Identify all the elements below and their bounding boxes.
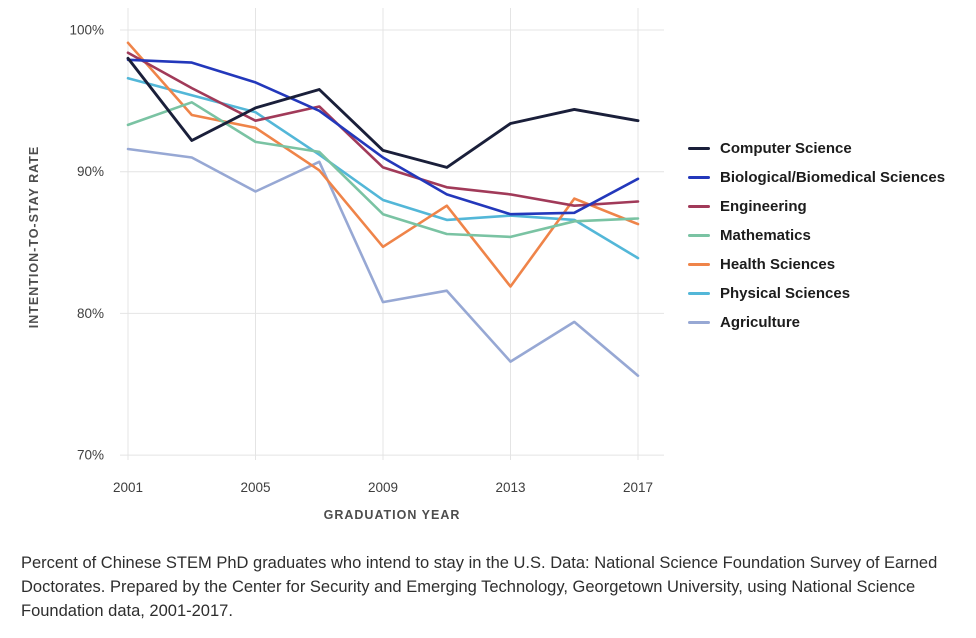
- series-line-agriculture: [126, 147, 640, 378]
- x-tick-label: 2013: [495, 480, 525, 495]
- legend-label: Health Sciences: [720, 255, 836, 273]
- legend-swatch-mathematics: [688, 233, 710, 237]
- legend-item-physical-sciences: Physical Sciences: [688, 283, 945, 303]
- legend-label: Agriculture: [720, 313, 801, 331]
- series-line-computer-science: [126, 56, 640, 169]
- series-line-health-sciences: [126, 41, 640, 288]
- series-line-engineering: [126, 51, 640, 207]
- legend-swatch-physical-sciences: [688, 291, 710, 295]
- legend-swatch-agriculture: [688, 320, 710, 324]
- legend-label: Engineering: [720, 197, 807, 215]
- legend-item-health-sciences: Health Sciences: [688, 254, 945, 274]
- legend-swatch-computer-science: [688, 146, 710, 150]
- legend-item-agriculture: Agriculture: [688, 312, 945, 332]
- legend: Computer Science Biological/Biomedical Sc…: [688, 138, 945, 341]
- y-tick-label: 70%: [77, 448, 104, 463]
- legend-swatch-engineering: [688, 204, 710, 208]
- x-tick-label: 2001: [113, 480, 143, 495]
- y-axis-title: INTENTION-TO-STAY RATE: [27, 146, 41, 328]
- legend-item-computer-science: Computer Science: [688, 138, 945, 158]
- legend-item-engineering: Engineering: [688, 196, 945, 216]
- y-tick-label: 80%: [77, 306, 104, 321]
- chart-caption: Percent of Chinese STEM PhD graduates wh…: [21, 554, 938, 620]
- y-tick-label: 90%: [77, 164, 104, 179]
- series-line-mathematics: [126, 101, 640, 239]
- legend-label: Biological/Biomedical Sciences: [720, 168, 946, 186]
- x-tick-label: 2005: [240, 480, 270, 495]
- x-axis-title: GRADUATION YEAR: [324, 508, 461, 522]
- legend-swatch-health-sciences: [688, 262, 710, 266]
- legend-swatch-biological-biomedical-sciences: [688, 175, 710, 179]
- intention-to-stay-line-chart: 70% 80% 90% 100% 2001 2005 2009 2013 2017 INTENTI…: [27, 8, 664, 522]
- series-line-physical-sciences: [126, 76, 640, 260]
- x-tick-label: 2017: [623, 480, 653, 495]
- legend-item-mathematics: Mathematics: [688, 225, 945, 245]
- legend-label: Mathematics: [720, 226, 811, 244]
- series-line-biological-biomedical-sciences: [126, 58, 640, 216]
- legend-label: Computer Science: [720, 139, 852, 157]
- y-tick-label: 100%: [69, 23, 104, 38]
- legend-label: Physical Sciences: [720, 284, 851, 302]
- x-tick-label: 2009: [368, 480, 398, 495]
- legend-item-biological-biomedical-sciences: Biological/Biomedical Sciences: [688, 167, 945, 187]
